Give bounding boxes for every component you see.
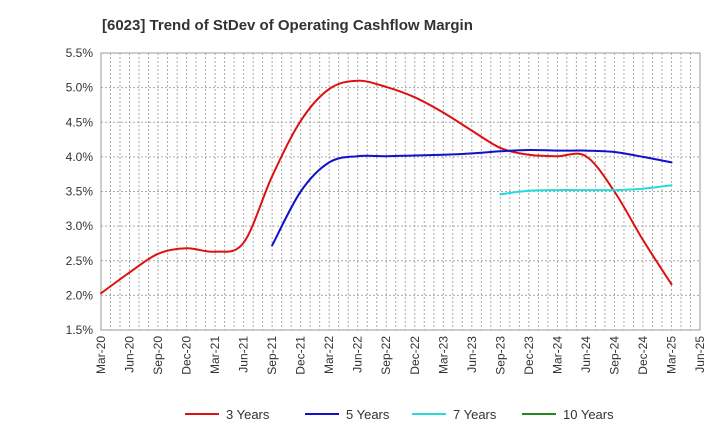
legend-label-10-years: 10 Years xyxy=(563,407,614,422)
y-tick-label: 2.5% xyxy=(66,254,94,268)
y-axis: 1.5% 2.0% 2.5% 3.0% 3.5% 4.0% 4.5% 5.0% 5.5% xyxy=(66,46,94,337)
series-line-3-years xyxy=(100,79,673,295)
x-tick-label: Jun-21 xyxy=(237,336,251,373)
x-tick-label: Mar-23 xyxy=(436,336,450,374)
x-tick-label: Sep-23 xyxy=(493,336,507,375)
x-tick-label: Mar-24 xyxy=(550,336,564,374)
x-tick-label: Sep-21 xyxy=(265,336,279,375)
y-tick-label: 1.5% xyxy=(66,323,94,337)
x-tick-label: Sep-24 xyxy=(607,336,621,375)
x-tick-label: Jun-23 xyxy=(465,336,479,373)
x-tick-label: Dec-22 xyxy=(408,336,422,375)
x-tick-label: Jun-24 xyxy=(579,336,593,373)
chart-title: [6023] Trend of StDev of Operating Cashf… xyxy=(102,17,473,34)
y-tick-label: 4.5% xyxy=(66,115,94,129)
plot-area-frame xyxy=(100,52,701,331)
series-line-5-years xyxy=(271,148,673,247)
y-tick-label: 3.0% xyxy=(66,219,94,233)
x-tick-label: Dec-21 xyxy=(294,336,308,375)
x-tick-label: Mar-20 xyxy=(94,336,108,374)
series-lines xyxy=(100,79,673,295)
y-tick-label: 4.0% xyxy=(66,150,94,164)
x-tick-label: Dec-24 xyxy=(636,336,650,375)
x-tick-label: Jun-22 xyxy=(351,336,365,373)
y-tick-label: 5.5% xyxy=(66,46,94,60)
legend-label-7-years: 7 Years xyxy=(453,407,497,422)
x-tick-label: Jun-20 xyxy=(123,336,137,373)
x-tick-label: Jun-25 xyxy=(693,336,707,373)
legend: 3 Years 5 Years 7 Years 10 Years xyxy=(185,407,614,422)
x-tick-label: Sep-20 xyxy=(151,336,165,375)
x-tick-label: Mar-22 xyxy=(322,336,336,374)
series-line-7-years xyxy=(499,184,673,196)
y-tick-label: 2.0% xyxy=(66,288,94,302)
grid xyxy=(100,52,701,331)
x-tick-label: Dec-23 xyxy=(522,336,536,375)
x-tick-label: Mar-25 xyxy=(664,336,678,374)
y-tick-label: 3.5% xyxy=(66,185,94,199)
y-tick-label: 5.0% xyxy=(66,81,94,95)
x-tick-label: Sep-22 xyxy=(379,336,393,375)
x-tick-label: Mar-21 xyxy=(208,336,222,374)
legend-label-3-years: 3 Years xyxy=(226,407,270,422)
x-axis: Mar-20 Jun-20 Sep-20 Dec-20 Mar-21 Jun-21 Sep-… xyxy=(94,336,707,375)
legend-label-5-years: 5 Years xyxy=(346,407,390,422)
x-tick-label: Dec-20 xyxy=(180,336,194,375)
